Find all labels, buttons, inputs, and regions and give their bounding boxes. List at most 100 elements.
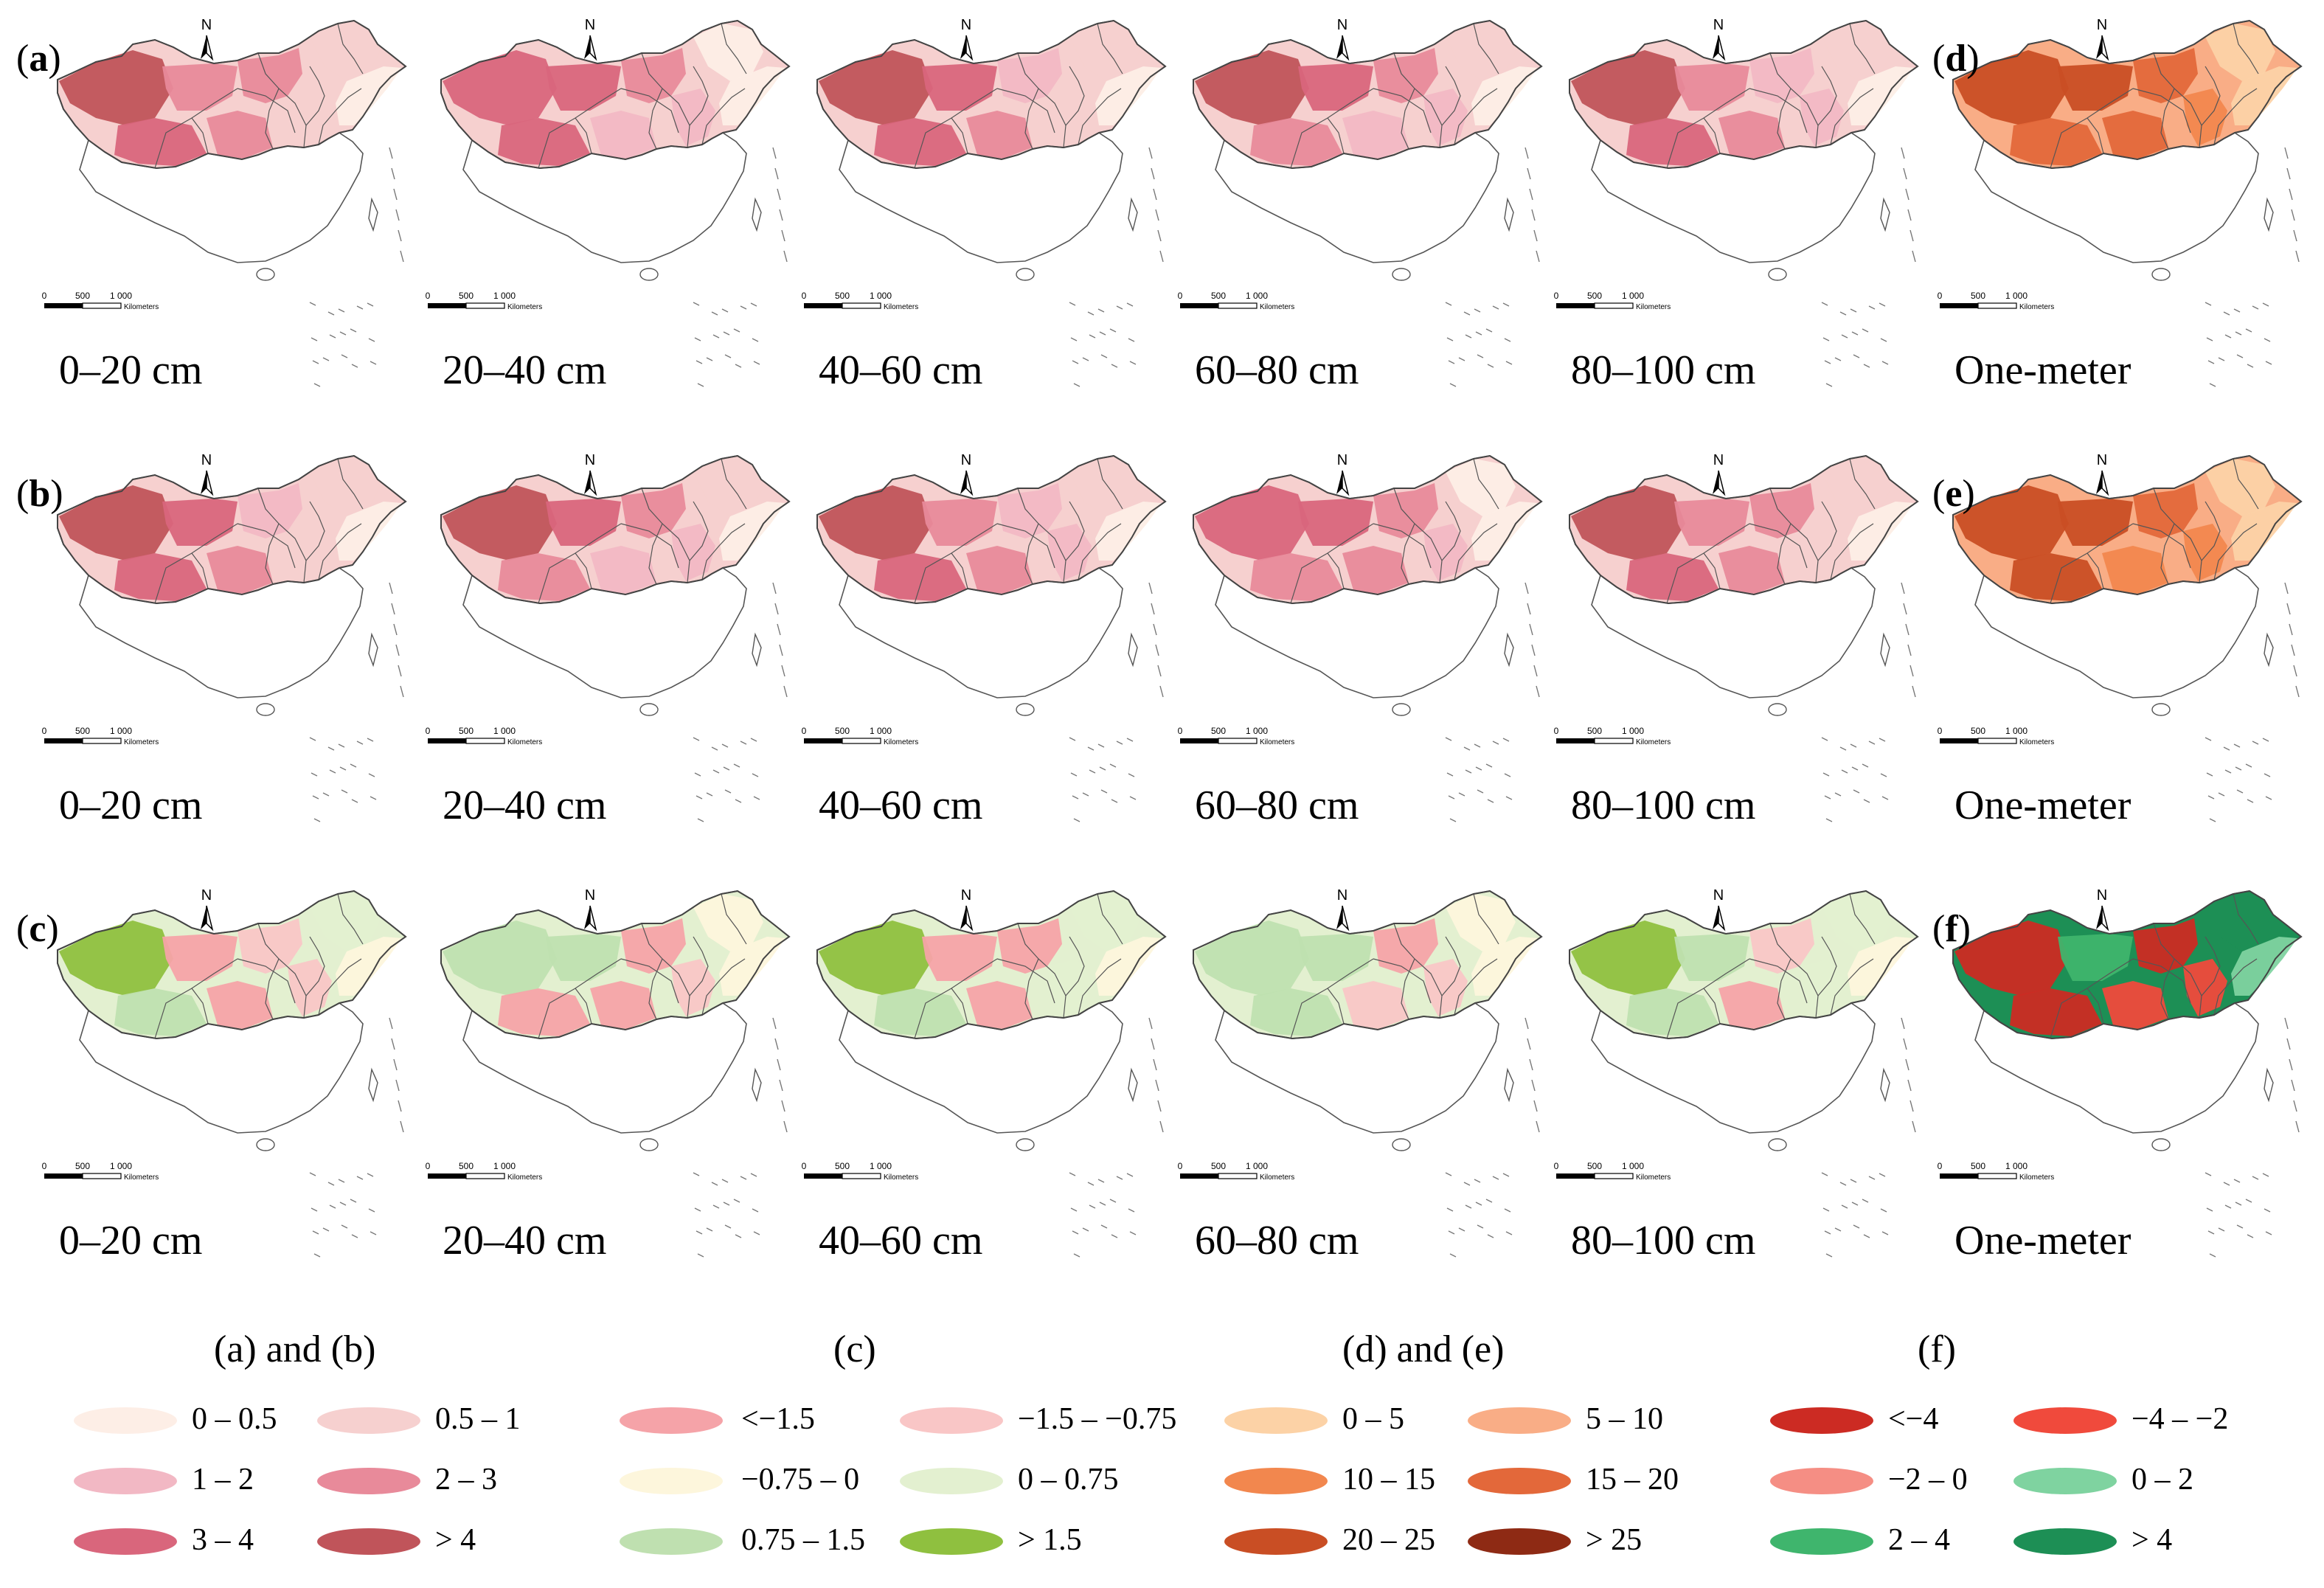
island-hainan [639,268,659,281]
legend-swatch [317,1407,420,1434]
outline-south-china [1974,1002,2259,1134]
scale-tick-label: 1 000 [2005,726,2028,736]
data-zone-7 [1446,24,1516,81]
legend-item: 0.75 – 1.5 [620,1522,865,1567]
province-boundary [1703,117,1721,154]
province-boundary [1024,88,1039,150]
scale-tick-label: 500 [1587,1161,1602,1171]
data-zone-4 [237,483,302,538]
province-boundary [951,988,968,1024]
scale-tick-label: 1 000 [870,1161,892,1171]
legend-item: −1.5 – −0.75 [900,1401,1176,1446]
south-china-sea-islands [309,302,377,387]
province-boundary [1769,488,1819,583]
map-a-3: N 0 500 1 000 Kilometers [802,17,1167,387]
province-boundary [237,958,296,1004]
legend-swatch [1224,1407,1328,1434]
legend-title: (a) and (b) [214,1328,376,1370]
province-boundary [2153,488,2202,583]
province-boundary [689,936,709,996]
data-zone-1 [59,485,173,561]
legend-item: <−1.5 [620,1401,863,1446]
legend-item: > 4 [2013,1522,2257,1567]
province-boundary [1473,23,1499,74]
depth-label: 20–40 cm [443,783,607,828]
data-zone-7 [1446,894,1516,951]
legend-label: > 4 [2132,1523,2173,1557]
scale-tick-label: 1 000 [1622,291,1644,301]
map-b-5: N 0 500 1 000 Kilometers [1554,452,1919,822]
data-zone-1 [1954,485,2069,561]
legend-swatch [74,1528,177,1555]
data-zone-2 [2058,934,2133,981]
island-hainan [1392,268,1411,281]
scale-tick-label: 0 [1938,291,1943,301]
legend-item: > 25 [1468,1522,1711,1567]
data-zone-6 [288,89,332,146]
legend-item: 15 – 20 [1468,1462,1711,1506]
province-boundary [1749,958,1808,1004]
island-hainan [1768,1138,1787,1151]
data-zone-6 [1800,524,1844,581]
data-zone-8 [2231,937,2297,996]
data-zone-5 [1342,981,1409,1029]
scale-unit-label: Kilometers [884,738,918,746]
province-boundary [1777,958,1791,1020]
panel-label-a: (a) [16,38,61,80]
legend-title: (c) [833,1328,876,1370]
data-zone-1 [59,920,173,996]
data-zone-8 [336,66,402,125]
legend-swatch [317,1468,420,1494]
scale-bar: 0 500 1 000 Kilometers [42,1161,159,1182]
depth-label: 40–60 cm [819,347,983,393]
data-zone-7 [1069,24,1140,81]
north-arrow-icon: N [1713,887,1726,932]
province-boundary [2160,88,2175,150]
data-zone-4 [2133,483,2198,538]
north-arrow-label: N [2097,452,2107,468]
data-zone-1 [1195,485,1309,561]
province-boundary [257,52,307,148]
outline-south-china [1974,567,2259,698]
province-boundary [1830,523,1874,580]
legend-swatch [620,1468,723,1494]
province-boundary [620,523,679,569]
province-boundary [318,523,362,580]
scale-tick-label: 0 [1938,726,1943,736]
province-boundary [1454,88,1498,145]
province-boundary [1373,958,1432,1004]
region-outline [1569,19,1919,170]
scale-unit-label: Kilometers [1636,1173,1671,1182]
province-boundary [1769,52,1819,148]
province-boundary [641,488,690,583]
province-boundary [2160,523,2175,585]
map-b-1: N 0 500 1 000 Kilometers [42,452,407,822]
legend-item: 1 – 2 [74,1462,317,1506]
province-boundary [689,501,709,561]
data-zone-6 [671,524,715,581]
data-zone-2 [162,934,237,981]
legend-label: <−1.5 [741,1402,815,1436]
legend-label: 3 – 4 [192,1523,254,1557]
region-outline [1193,454,1543,605]
data-zone-6 [2183,524,2227,581]
scale-tick-label: 1 000 [2005,1161,2028,1171]
island-hainan [1392,1138,1411,1151]
province-boundary [1065,66,1085,126]
scale-tick-label: 0 [42,1161,47,1171]
data-zone-8 [1471,937,1538,996]
south-china-sea-islands [1445,1172,1513,1258]
data-zone-7 [2205,894,2275,951]
province-boundary [1454,958,1498,1016]
outline-south-china [462,132,747,263]
province-boundary [1849,893,1876,945]
legend-title: (d) and (e) [1342,1328,1505,1370]
province-boundary [1441,936,1461,996]
south-china-sea-islands [2205,302,2272,387]
scale-tick-label: 1 000 [2005,291,2028,301]
north-arrow-icon: N [201,887,214,932]
north-arrow-label: N [2097,887,2107,904]
legend-item: 0 – 5 [1224,1401,1468,1446]
legend-label: > 1.5 [1018,1523,1082,1557]
province-boundary [1777,523,1791,585]
